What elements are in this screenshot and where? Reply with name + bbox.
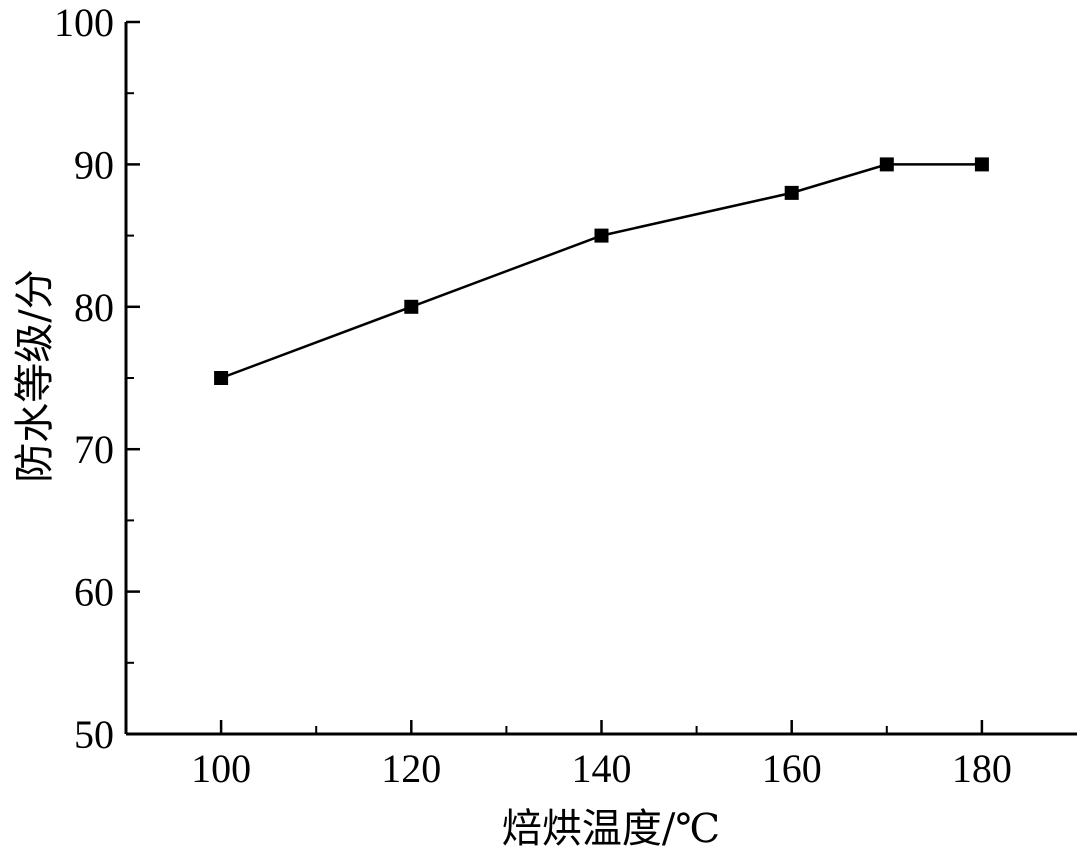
- y-tick-label: 60: [74, 570, 114, 615]
- y-tick-label: 100: [54, 0, 114, 45]
- x-tick-label: 140: [572, 746, 632, 791]
- data-point-marker: [784, 185, 799, 200]
- data-point-marker: [594, 228, 609, 243]
- data-point-marker: [404, 299, 419, 314]
- y-tick-label: 80: [74, 285, 114, 330]
- x-tick-label: 100: [191, 746, 251, 791]
- y-tick-label: 50: [74, 712, 114, 757]
- ticks: 100 120 140 160 180 50 60 70 80 90 100: [54, 0, 1012, 791]
- data-point-marker: [214, 371, 229, 385]
- series: [214, 157, 989, 385]
- y-tick-label: 90: [74, 142, 114, 187]
- x-tick-label: 180: [952, 746, 1012, 791]
- axes: [124, 22, 1077, 736]
- x-tick-label: 120: [381, 746, 441, 791]
- y-tick-label: 70: [74, 427, 114, 472]
- y-axis-title: 防水等级/分: [12, 269, 58, 482]
- data-point-marker: [974, 157, 989, 172]
- series-line: [220, 163, 982, 380]
- x-axis-title: 焙烘温度/℃: [502, 806, 720, 848]
- x-tick-label: 160: [762, 746, 822, 791]
- data-point-marker: [879, 157, 894, 172]
